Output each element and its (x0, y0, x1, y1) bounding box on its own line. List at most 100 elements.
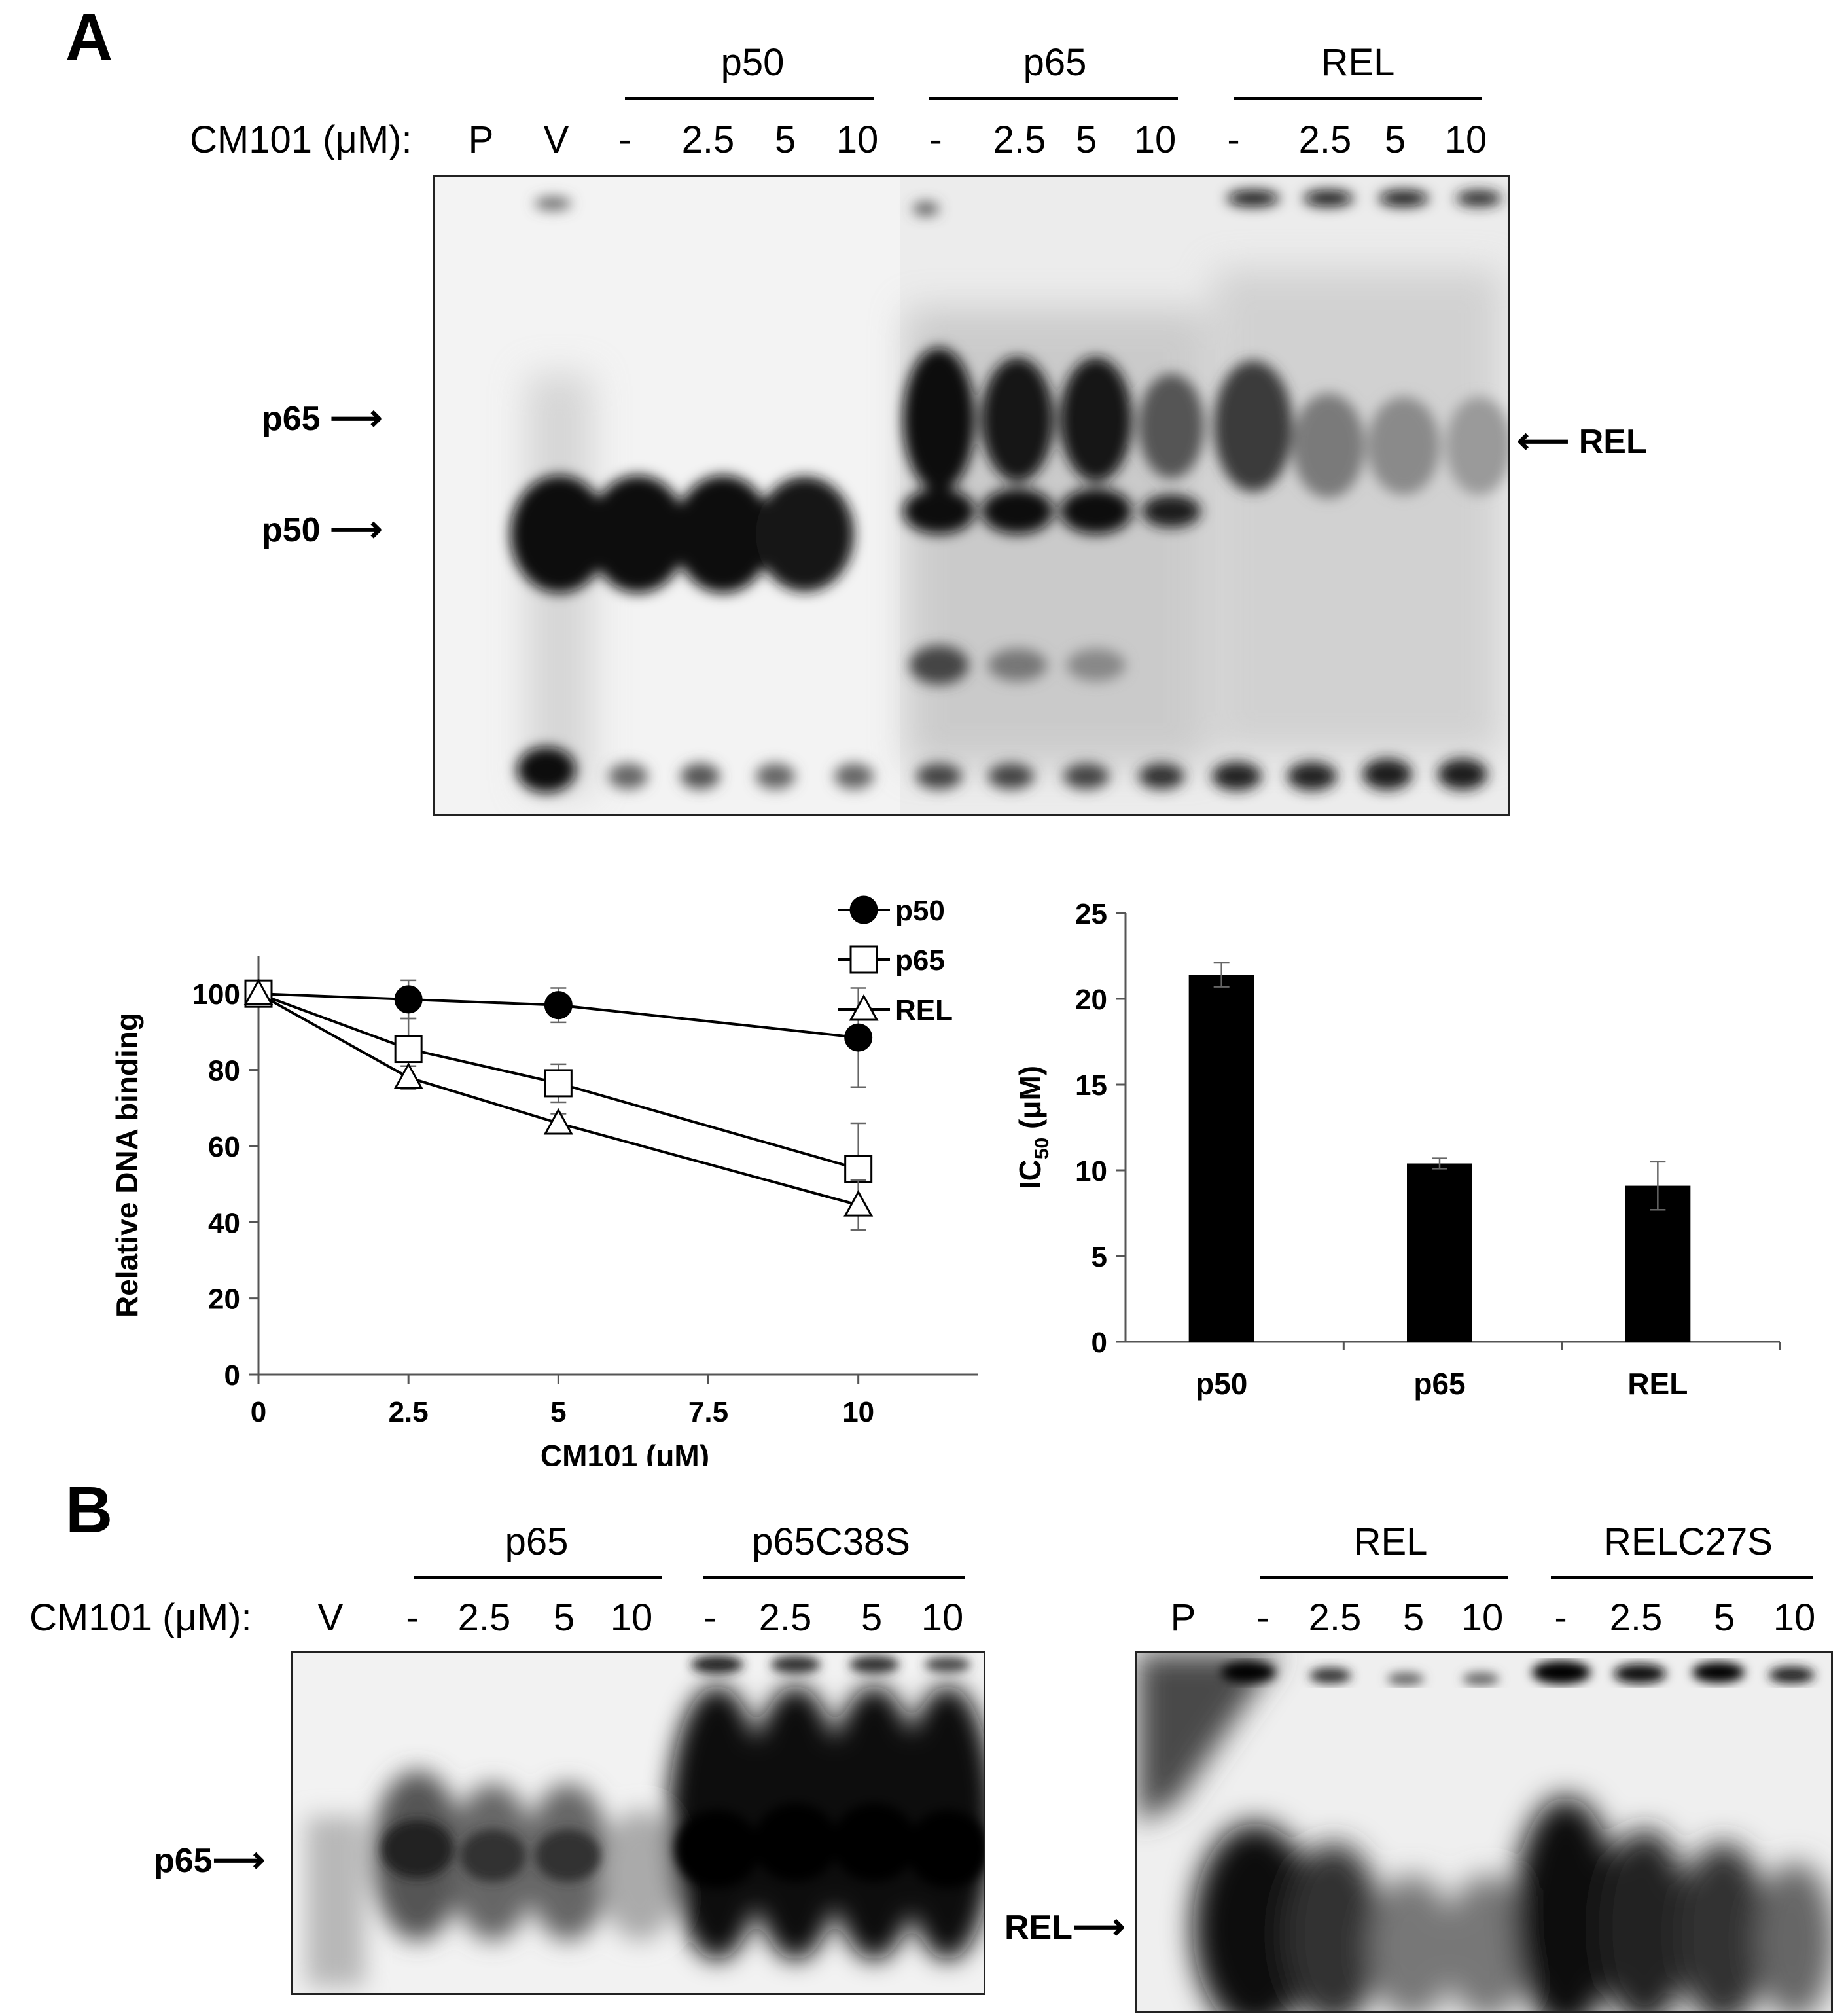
y-axis-label-unit: (μM) (1013, 1066, 1047, 1138)
lane-label: 2.5 (1298, 118, 1352, 161)
data-point (243, 979, 274, 1005)
data-point (393, 1062, 423, 1089)
band-label-p50: p50 ⟶ (262, 508, 383, 549)
legend-label: REL (895, 994, 953, 1026)
legend-marker (849, 895, 878, 924)
bar-p50 (1188, 975, 1254, 1342)
legend-item: p65 (838, 945, 945, 977)
group-underline-p65 (929, 97, 1178, 100)
group-underline-rel (1234, 97, 1482, 100)
x-tick-label: 7.5 (688, 1396, 728, 1428)
x-tick-label: p65 (1413, 1367, 1465, 1401)
cm101-label-b: CM101 (μM): (29, 1596, 252, 1639)
y-tick-label: 10 (1075, 1155, 1107, 1187)
x-tick-label: p50 (1196, 1367, 1247, 1401)
legend-item: REL (838, 994, 953, 1026)
emsa-gel-image-b-right (1135, 1651, 1833, 2013)
lane-label: 5 (861, 1596, 883, 1639)
y-tick-label: 80 (208, 1055, 240, 1087)
lane-label: 2.5 (1308, 1596, 1362, 1639)
lane-label: - (703, 1596, 717, 1639)
group-underline (414, 1576, 662, 1579)
y-tick-label: 20 (208, 1284, 240, 1316)
lane-label: P (1170, 1596, 1196, 1639)
lane-label: 2.5 (681, 118, 735, 161)
group-label-rel: REL (1321, 41, 1395, 84)
lane-label: - (1256, 1596, 1269, 1639)
lane-label: P (468, 118, 494, 161)
group-label-rel-b: REL (1353, 1521, 1428, 1563)
lane-label: - (929, 118, 942, 161)
lane-label: 5 (1075, 118, 1097, 161)
group-label-p65c38s: p65C38S (752, 1521, 910, 1563)
y-tick-label: 100 (192, 979, 240, 1011)
group-label-p50: p50 (720, 41, 785, 84)
group-underline (1260, 1576, 1508, 1579)
panel-a-letter: A (65, 1, 113, 74)
band-label-rel-b: REL⟶ (1004, 1905, 1126, 1947)
lane-label: 10 (610, 1596, 653, 1639)
data-point (544, 1069, 573, 1098)
series-line (258, 992, 859, 1170)
y-tick-label: 40 (208, 1207, 240, 1239)
x-axis-label: CM101 (μM) (541, 1439, 709, 1466)
lane-label: 2.5 (993, 118, 1046, 161)
legend-marker (849, 945, 878, 974)
series-rel (243, 979, 874, 1231)
lane-label: 10 (921, 1596, 964, 1639)
cm101-label: CM101 (μM): (190, 118, 412, 161)
lane-label: 10 (1444, 118, 1487, 161)
lane-label: - (1554, 1596, 1567, 1639)
series-p65 (244, 979, 873, 1215)
y-axis-label-main: IC (1013, 1159, 1047, 1189)
data-point (844, 1155, 873, 1183)
group-underline (703, 1576, 965, 1579)
series-line (258, 992, 859, 1207)
lane-label: - (618, 118, 631, 161)
x-tick-label: 2.5 (389, 1396, 429, 1428)
line-chart: 0 20 40 60 80 100 0 2.5 5 7.5 10 CM101 (μM) Relative… (110, 895, 978, 1466)
lane-label: 5 (774, 118, 796, 161)
x-tick-label: 0 (251, 1396, 266, 1428)
band-label-p65-b: p65⟶ (154, 1839, 265, 1880)
data-point (543, 1107, 573, 1135)
lane-label: 10 (1133, 118, 1177, 161)
lane-label: 5 (1402, 1596, 1425, 1639)
lane-label: 10 (1773, 1596, 1816, 1639)
x-tick-label: 10 (842, 1396, 874, 1428)
y-tick-label: 20 (1075, 984, 1107, 1016)
group-label-p65: p65 (1023, 41, 1087, 84)
y-axis-label-sub: 50 (1031, 1138, 1053, 1159)
data-point (843, 1190, 874, 1217)
bar-chart: 0 5 10 15 20 25 p50 p65 REL IC50 (μM) (1013, 898, 1781, 1401)
y-axis-label: Relative DNA binding (110, 1013, 144, 1318)
bar-rel (1625, 1185, 1691, 1342)
data-point (844, 1023, 873, 1052)
legend-marker (849, 994, 879, 1021)
lane-label: 2.5 (457, 1596, 511, 1639)
data-point (394, 1035, 423, 1064)
x-tick-label: 5 (550, 1396, 566, 1428)
lane-label: 2.5 (758, 1596, 812, 1639)
lane-label: 2.5 (1609, 1596, 1663, 1639)
panel-b-letter: B (65, 1473, 113, 1547)
lane-label: 5 (1384, 118, 1406, 161)
lane-label: V (317, 1596, 344, 1639)
group-underline-p50 (625, 97, 874, 100)
y-tick-label: 0 (224, 1359, 240, 1392)
lane-label: - (406, 1596, 419, 1639)
lane-label: 5 (553, 1596, 575, 1639)
group-label-relc27s: RELC27S (1604, 1521, 1773, 1563)
y-tick-label: 0 (1092, 1327, 1107, 1359)
x-tick-label: REL (1627, 1367, 1688, 1401)
emsa-gel-image-a (433, 175, 1510, 816)
y-tick-label: 60 (208, 1131, 240, 1163)
bar-p65 (1407, 1163, 1472, 1342)
legend-label: p50 (895, 895, 945, 927)
lane-label: - (1227, 118, 1240, 161)
band-label-p65: p65 ⟶ (262, 397, 383, 438)
lane-label: V (543, 118, 569, 161)
group-underline (1551, 1576, 1813, 1579)
legend-item: p50 (838, 895, 945, 927)
series-line (258, 992, 859, 1039)
